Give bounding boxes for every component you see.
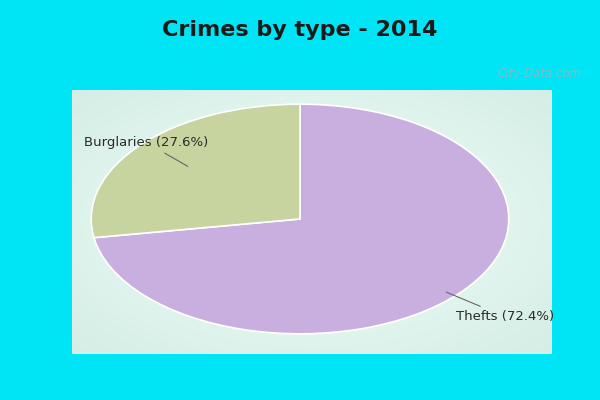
Text: Thefts (72.4%): Thefts (72.4%) (446, 292, 554, 323)
Wedge shape (91, 104, 300, 238)
Text: Burglaries (27.6%): Burglaries (27.6%) (84, 136, 208, 166)
Wedge shape (94, 104, 509, 334)
Text: Crimes by type - 2014: Crimes by type - 2014 (163, 20, 437, 40)
Text: City-Data.com: City-Data.com (498, 67, 582, 80)
